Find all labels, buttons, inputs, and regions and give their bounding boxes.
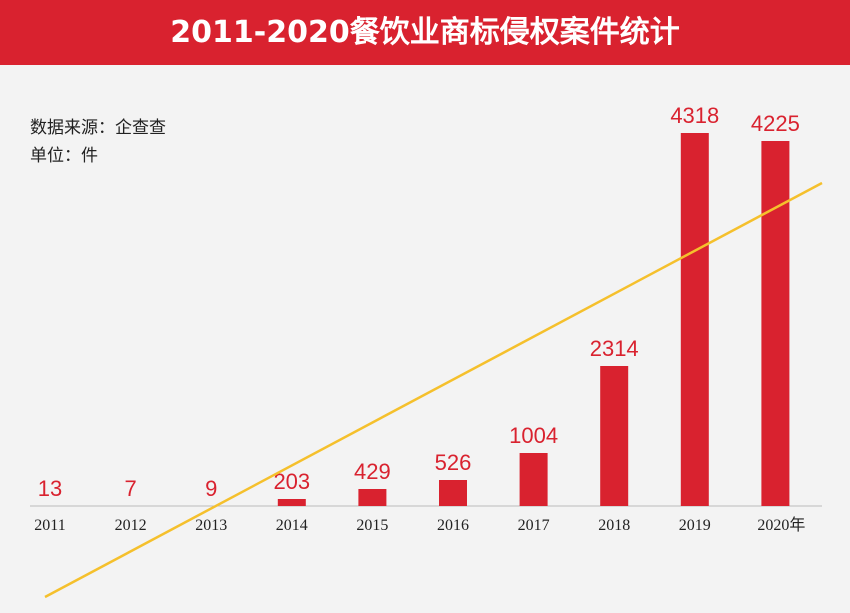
- value-label: 4225: [751, 111, 800, 136]
- value-label: 429: [354, 459, 391, 484]
- value-label: 526: [435, 450, 472, 475]
- bar: [600, 366, 629, 506]
- value-label: 1004: [509, 423, 558, 448]
- unit-note: 单位：件: [30, 146, 98, 166]
- chart-title: 2011-2020餐饮业商标侵权案件统计: [170, 15, 680, 50]
- bar: [761, 141, 790, 506]
- bar: [680, 133, 709, 506]
- bar: [519, 453, 548, 506]
- bar: [358, 489, 387, 506]
- x-tick-label: 2014: [276, 517, 308, 534]
- x-tick-label: 2017: [518, 517, 550, 534]
- bar: [277, 499, 306, 506]
- value-label: 9: [205, 476, 217, 501]
- x-tick-label: 2018: [598, 517, 630, 534]
- value-label: 7: [124, 476, 136, 501]
- x-tick-label: 2011: [34, 517, 65, 534]
- trend-line: [44, 181, 823, 599]
- x-tick-label: 2019: [679, 517, 711, 534]
- value-label: 13: [38, 476, 62, 501]
- value-label: 2314: [590, 336, 639, 361]
- x-tick-label: 2012: [115, 517, 147, 534]
- bar: [439, 480, 467, 506]
- x-tick-label: 2016: [437, 517, 469, 534]
- x-tick-label: 2015: [356, 517, 388, 534]
- title-banner: 2011-2020餐饮业商标侵权案件统计: [0, 0, 850, 65]
- value-label: 4318: [670, 103, 719, 128]
- data-source-note: 数据来源：企查查: [30, 118, 166, 138]
- x-tick-label: 2013: [195, 517, 227, 534]
- x-tick-label: 2020年: [757, 516, 805, 534]
